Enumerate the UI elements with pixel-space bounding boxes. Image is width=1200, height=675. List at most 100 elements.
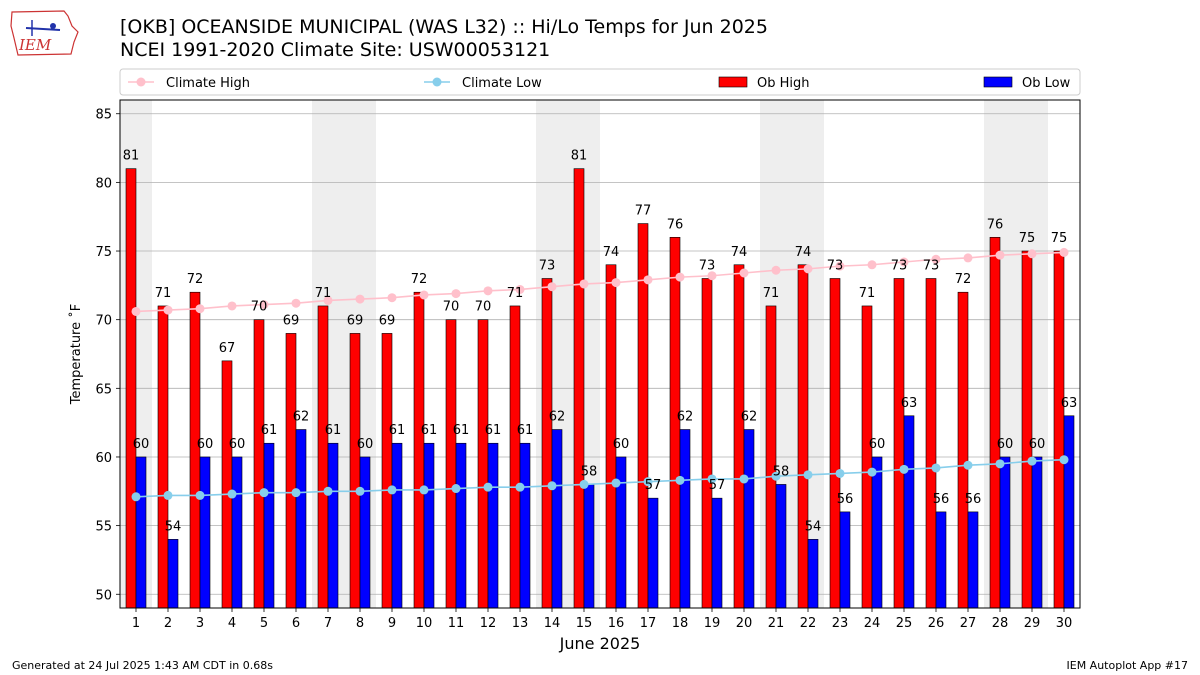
ob-high-label: 73	[539, 258, 556, 273]
ob-high-label: 76	[987, 217, 1004, 232]
climate-low-point	[835, 468, 845, 478]
climate-high-point	[931, 254, 941, 264]
y-tick-label: 65	[95, 382, 112, 397]
ob-low-label: 56	[933, 492, 950, 507]
ob-high-bar	[797, 264, 809, 609]
x-tick-label: 23	[832, 616, 849, 631]
ob-low-bar	[487, 442, 499, 609]
climate-low-point	[323, 486, 333, 496]
climate-low-point	[259, 488, 269, 498]
x-tick-label: 2	[164, 616, 172, 631]
ob-low-label: 61	[453, 423, 470, 438]
x-tick-label: 30	[1056, 616, 1073, 631]
climate-high-point	[483, 286, 493, 296]
ob-low-bar	[327, 442, 339, 609]
ob-high-label: 74	[603, 245, 620, 260]
legend-ob-low-swatch	[983, 76, 1013, 88]
climate-high-point	[195, 304, 205, 314]
climate-low-point	[931, 463, 941, 473]
ob-low-bar	[839, 511, 851, 609]
x-tick-label: 18	[672, 616, 689, 631]
ob-high-bar	[253, 319, 265, 609]
app-label: IEM Autoplot App #17	[1066, 659, 1189, 672]
ob-low-label: 63	[1061, 396, 1078, 411]
x-tick-label: 3	[196, 616, 204, 631]
climate-high-point	[867, 260, 877, 270]
x-tick-label: 13	[512, 616, 529, 631]
ob-low-bar	[647, 497, 659, 609]
generated-timestamp: Generated at 24 Jul 2025 1:43 AM CDT in …	[12, 659, 273, 672]
ob-high-bar	[925, 278, 937, 609]
climate-low-point	[771, 471, 781, 481]
ob-low-bar	[359, 456, 371, 609]
climate-high-point	[227, 301, 237, 311]
climate-high-point	[707, 271, 717, 281]
legend-climate-high-label: Climate High	[166, 76, 250, 91]
climate-low-point	[163, 490, 173, 500]
ob-high-bar	[381, 333, 393, 609]
ob-low-label: 57	[645, 478, 662, 493]
ob-low-label: 62	[677, 410, 694, 425]
climate-high-point	[771, 265, 781, 275]
x-tick-label: 24	[864, 616, 881, 631]
ob-high-bar	[413, 291, 425, 609]
ob-low-label: 60	[997, 437, 1014, 452]
x-tick-label: 7	[324, 616, 332, 631]
ob-low-label: 54	[165, 519, 182, 534]
ob-low-label: 57	[709, 478, 726, 493]
x-tick-label: 25	[896, 616, 913, 631]
x-tick-label: 10	[416, 616, 433, 631]
ob-low-bar	[999, 456, 1011, 609]
logo-text: IEM	[18, 36, 52, 54]
climate-low-point	[739, 474, 749, 484]
climate-high-point	[675, 272, 685, 282]
ob-high-label: 81	[123, 149, 140, 164]
ob-low-bar	[743, 429, 755, 609]
ob-high-bar	[477, 319, 489, 609]
ob-low-label: 61	[261, 423, 278, 438]
ob-high-bar	[893, 278, 905, 609]
x-tick-label: 21	[768, 616, 785, 631]
ob-low-label: 60	[613, 437, 630, 452]
climate-low-point	[547, 481, 557, 491]
climate-high-point	[803, 264, 813, 274]
climate-high-point	[835, 261, 845, 271]
climate-low-point	[451, 484, 461, 494]
ob-high-label: 71	[507, 286, 524, 301]
x-tick-label: 26	[928, 616, 945, 631]
ob-high-label: 73	[827, 258, 844, 273]
y-tick-label: 85	[95, 108, 112, 123]
ob-high-bar	[957, 291, 969, 609]
ob-low-bar	[423, 442, 435, 609]
ob-high-bar	[701, 278, 713, 609]
ob-low-bar	[807, 539, 819, 609]
climate-low-point	[195, 490, 205, 500]
climate-low-point	[419, 485, 429, 495]
climate-low-point	[707, 474, 717, 484]
ob-low-label: 54	[805, 519, 822, 534]
ob-low-label: 63	[901, 396, 918, 411]
ob-high-bar	[829, 278, 841, 609]
x-tick-label: 6	[292, 616, 300, 631]
ob-low-label: 58	[773, 464, 790, 479]
x-tick-label: 29	[1024, 616, 1041, 631]
ob-high-label: 75	[1051, 231, 1068, 246]
x-tick-label: 20	[736, 616, 753, 631]
ob-high-label: 67	[219, 341, 236, 356]
climate-low-point	[643, 477, 653, 487]
ob-low-label: 60	[1029, 437, 1046, 452]
ob-high-label: 71	[315, 286, 332, 301]
ob-high-bar	[317, 305, 329, 609]
climate-low-point	[995, 459, 1005, 469]
climate-high-point	[611, 278, 621, 288]
x-tick-label: 1	[132, 616, 140, 631]
climate-high-point	[1059, 247, 1069, 257]
x-axis-label: June 2025	[559, 634, 641, 653]
ob-high-label: 70	[475, 300, 492, 315]
ob-high-bar	[765, 305, 777, 609]
ob-low-label: 60	[197, 437, 214, 452]
ob-high-label: 75	[1019, 231, 1036, 246]
climate-low-point	[963, 460, 973, 470]
ob-high-label: 71	[155, 286, 172, 301]
ob-high-label: 69	[283, 313, 300, 328]
